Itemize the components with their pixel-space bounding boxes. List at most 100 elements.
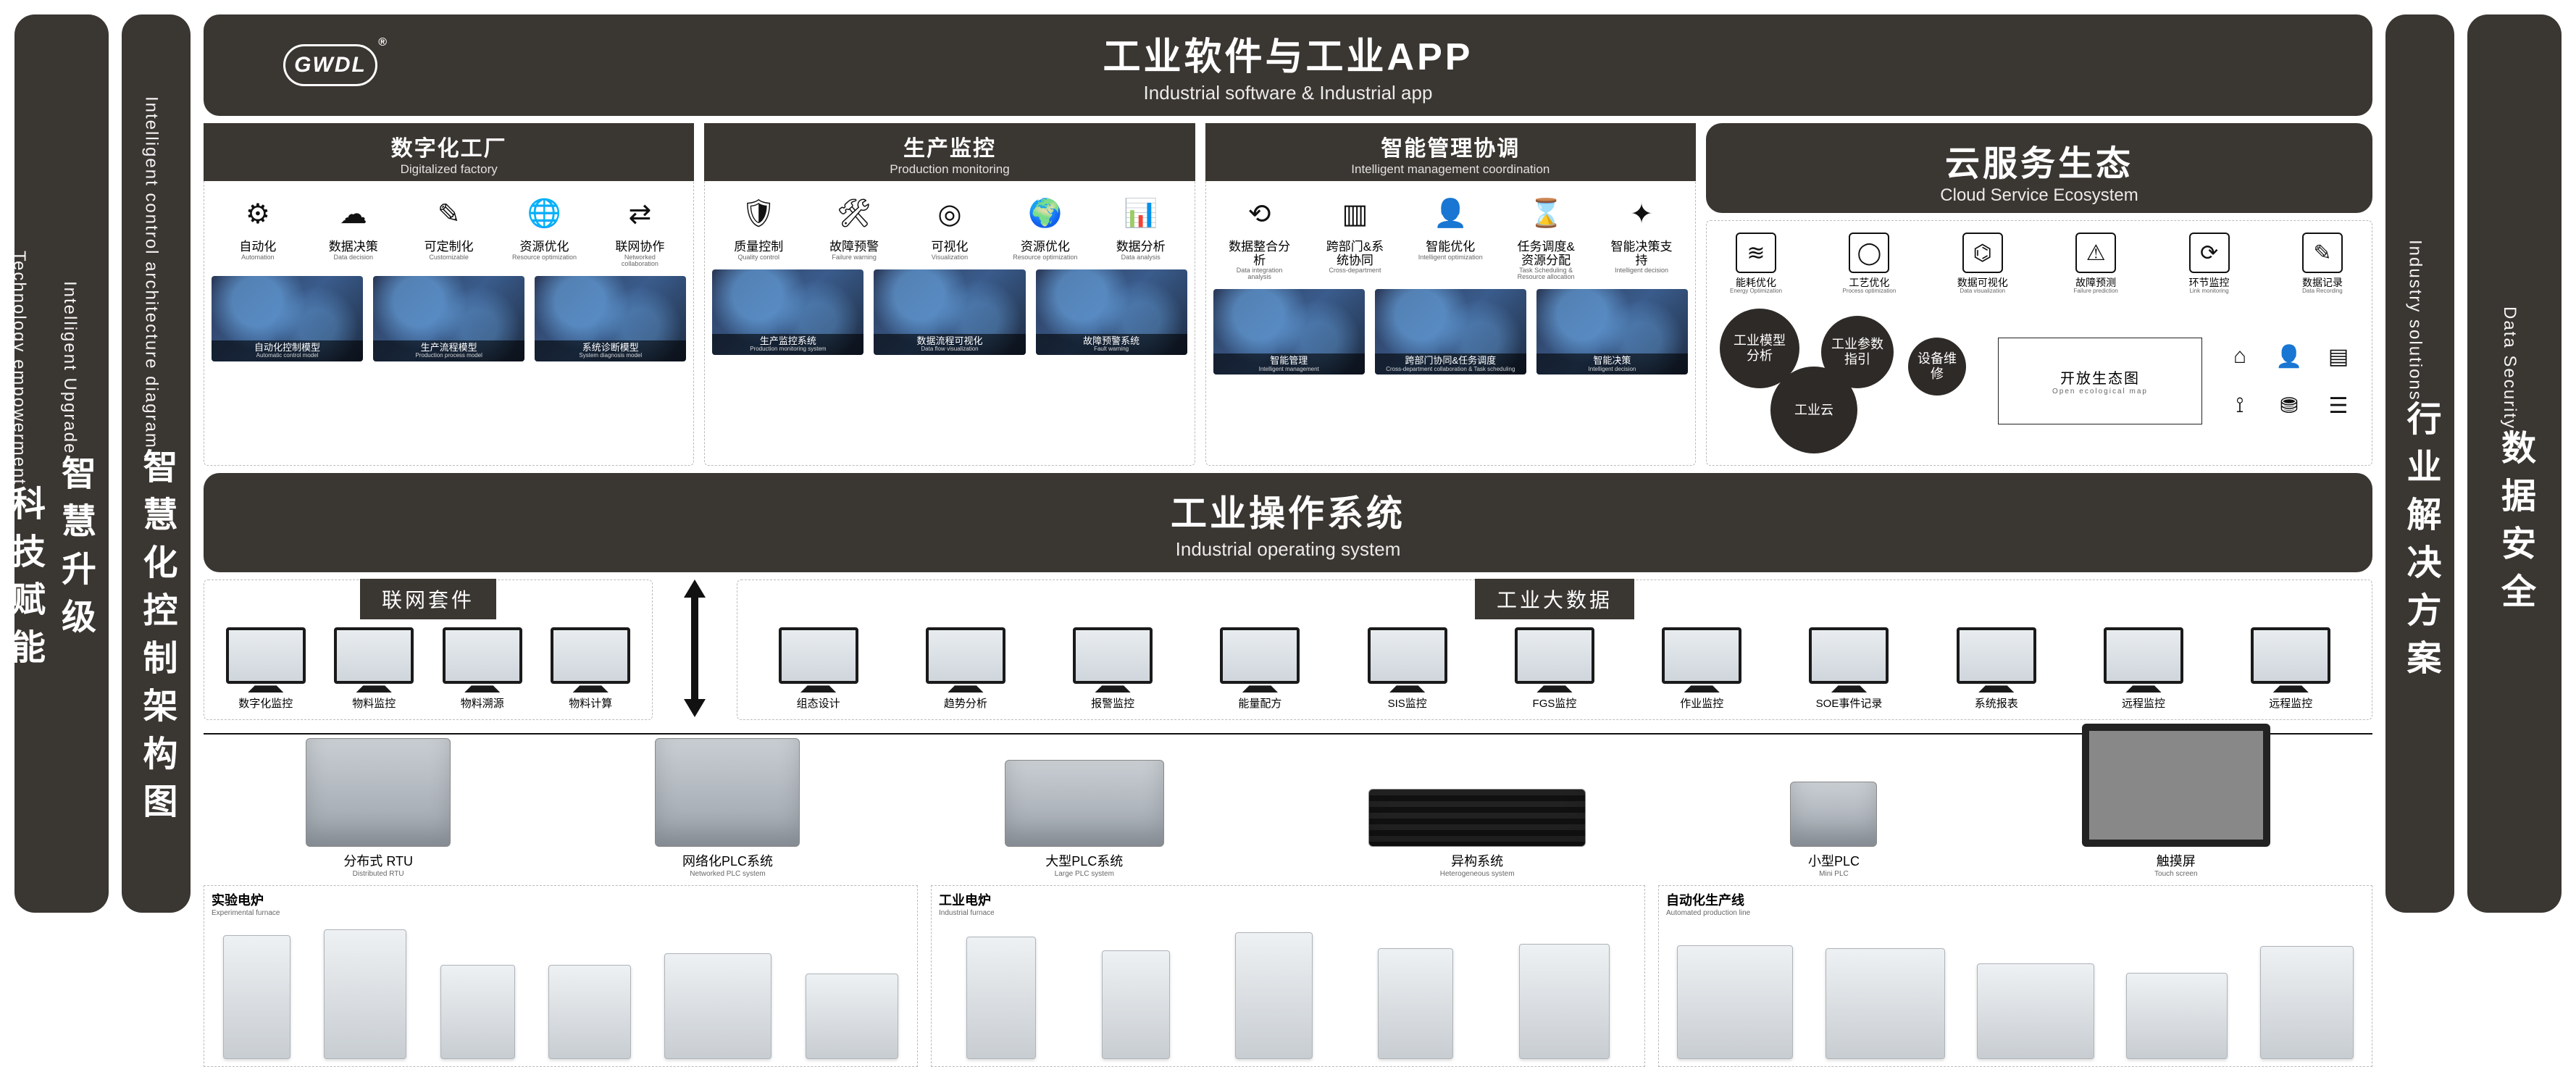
module-head: 智能管理协调Intelligent management coordinatio… (1205, 123, 1696, 181)
data-recording-icon: ✎ (2302, 233, 2343, 273)
mini-icon: ⌂ (2220, 336, 2260, 377)
intelligent-optimization-icon: 👤 (1428, 191, 1473, 236)
machine-icon (1519, 944, 1610, 1059)
cloud-bubbles: 工业模型分析工业参数指引设备维修工业云 (1720, 309, 1981, 453)
left-outer-en-1: Intelligent Upgrade (59, 281, 80, 454)
left-outer-cn-1: 智慧升级 (49, 455, 100, 646)
module-thumbnail: 智能决策Intelligent decision (1536, 289, 1688, 375)
hardware-item: 网络化PLC系统Networked PLC system (655, 738, 800, 878)
touchscreen-icon (2082, 724, 2270, 847)
floor-section: 自动化生产线Automated production line (1658, 885, 2372, 1067)
feature-icon: ⇄ 联网协作 Networked collaboration (606, 191, 674, 267)
machine-icon (1677, 945, 1793, 1059)
left-outer-cn-2: 科技赋能 (0, 485, 49, 677)
hardware-item: 大型PLC系统Large PLC system (1005, 760, 1164, 878)
cloud-feature-icon: ≋ 能耗优化Energy Optimization (1720, 233, 1792, 294)
customizable-icon: ✎ (427, 191, 472, 236)
link-monitoring-icon: ⟳ (2189, 233, 2230, 273)
cloud-mini-icons: ⌂👤▤⟟⛃☰ (2220, 336, 2359, 426)
monitor-item: SOE事件记录 (1805, 627, 1892, 711)
module-0: 数字化工厂Digitalized factory ⚙ 自动化 Automatio… (204, 123, 694, 466)
task-scheduling-resource-allocation-icon: ⌛ (1523, 191, 1568, 236)
module-thumbnail: 故障预警系统Fault warning (1036, 269, 1187, 355)
cloud-bubble: 设备维修 (1908, 338, 1966, 396)
mini-icon: ⟟ (2220, 385, 2260, 426)
machine-icon (440, 965, 515, 1059)
left-outer-column: Intelligent Upgrade 智慧升级 Technology empo… (14, 14, 109, 913)
logo-mark: GWDL (283, 44, 377, 86)
bigdata-panel: 工业大数据 组态设计趋势分析报警监控能量配方SIS监控FGS监控作业监控SOE事… (737, 579, 2372, 720)
monitor-icon (1957, 627, 2036, 684)
right-inner-cn: 行业解决方案 (2395, 401, 2446, 687)
machine-icon (1826, 948, 1945, 1059)
factory-floor: 实验电炉Experimental furnace工业电炉Industrial f… (204, 885, 2372, 1067)
cloud-head: 云服务生态 Cloud Service Ecosystem (1706, 123, 2372, 213)
eco-label-en: Open ecological map (2052, 388, 2148, 396)
cloud-head-en: Cloud Service Ecosystem (1713, 185, 2365, 206)
feature-icon: 🛡 质量控制 Quality control (724, 191, 793, 261)
monitor-icon (1073, 627, 1153, 684)
left-inner-cn: 智慧化控制架构图 (131, 448, 182, 831)
hardware-icon (1368, 789, 1586, 847)
right-outer-en: Data Security (2499, 306, 2519, 430)
process-optimization-icon: ◯ (1849, 233, 1889, 273)
feature-icon: ⚙ 自动化 Automation (223, 191, 292, 267)
bigdata-head: 工业大数据 (1475, 579, 1634, 619)
feature-icon: 🌐 资源优化 Resource optimization (510, 191, 579, 267)
monitor-item: 物料溯源 (439, 627, 526, 711)
cross-department-icon: ▥ (1332, 191, 1377, 236)
data-analysis-icon: 📊 (1118, 191, 1163, 236)
monitor-item: 物料监控 (330, 627, 417, 711)
feature-icon: ✎ 可定制化 Customizable (414, 191, 483, 267)
right-inner-en: Industry solutions (2405, 240, 2425, 401)
right-outer-column: Data Security 数据安全 (2467, 14, 2562, 913)
feature-icon: 📊 数据分析 Data analysis (1106, 191, 1175, 261)
data-decision-icon: ☁ (331, 191, 376, 236)
feature-icon: ☁ 数据决策 Data decision (319, 191, 388, 267)
monitor-icon (551, 627, 630, 684)
floor-section: 工业电炉Industrial furnace (931, 885, 1645, 1067)
energy-optimization-icon: ≋ (1736, 233, 1776, 273)
monitor-icon (443, 627, 522, 684)
feature-icon: ⟲ 数据整合分析 Data integration analysis (1225, 191, 1294, 280)
cloud-bubble: 工业云 (1770, 367, 1857, 453)
module-thumbnail: 生产监控系统Production monitoring system (712, 269, 863, 355)
logo: GWDL (283, 44, 377, 86)
monitor-item: 能量配方 (1216, 627, 1303, 711)
top-banner-cn: 工业软件与工业APP (1103, 26, 1473, 80)
module-thumbnail: 生产流程模型Production process model (373, 276, 524, 361)
feature-icon: 🛠 故障预警 Failure warning (820, 191, 889, 261)
bidirectional-arrow-icon (673, 579, 716, 717)
module-thumbnail: 自动化控制模型Automatic control model (212, 276, 363, 361)
monitor-icon (2104, 627, 2183, 684)
feature-icon: ◎ 可视化 Visualization (915, 191, 984, 261)
cloud-feature-icon: ⟳ 环节监控Link monitoring (2173, 233, 2246, 294)
monitor-item: 报警监控 (1069, 627, 1156, 711)
monitor-item: 数字化监控 (222, 627, 309, 711)
module-2: 智能管理协调Intelligent management coordinatio… (1205, 123, 1696, 466)
module-head: 生产监控Production monitoring (704, 123, 1195, 181)
network-kit-panel: 联网套件 数字化监控物料监控物料溯源物料计算 (204, 579, 653, 720)
cloud-feature-icon: ⌬ 数据可视化Data visualization (1946, 233, 2019, 294)
mid-banner: 工业操作系统 Industrial operating system (204, 473, 2372, 572)
machine-icon (324, 929, 406, 1059)
left-inner-en: Intelligent control architecture diagram (141, 96, 162, 449)
floor-section: 实验电炉Experimental furnace (204, 885, 918, 1067)
module-thumbnail: 智能管理Intelligent management (1213, 289, 1365, 375)
automation-icon: ⚙ (235, 191, 280, 236)
visualization-icon: ◎ (927, 191, 972, 236)
right-inner-column: Industry solutions 行业解决方案 (2385, 14, 2454, 913)
mini-icon: ⛃ (2269, 385, 2309, 426)
left-inner-column: Intelligent control architecture diagram… (122, 14, 191, 913)
machine-icon (1235, 932, 1313, 1059)
machine-icon (2126, 973, 2228, 1059)
machine-icon (806, 974, 898, 1059)
monitor-icon (1220, 627, 1300, 684)
right-outer-cn: 数据安全 (2489, 430, 2540, 621)
monitor-icon (1809, 627, 1889, 684)
hardware-item: 异构系统Heterogeneous system (1368, 789, 1586, 878)
mini-icon: ▤ (2318, 336, 2359, 377)
monitor-icon (334, 627, 414, 684)
quality-control-icon: 🛡 (736, 191, 781, 236)
open-ecological-map: 开放生态图 Open ecological map (1998, 338, 2202, 424)
